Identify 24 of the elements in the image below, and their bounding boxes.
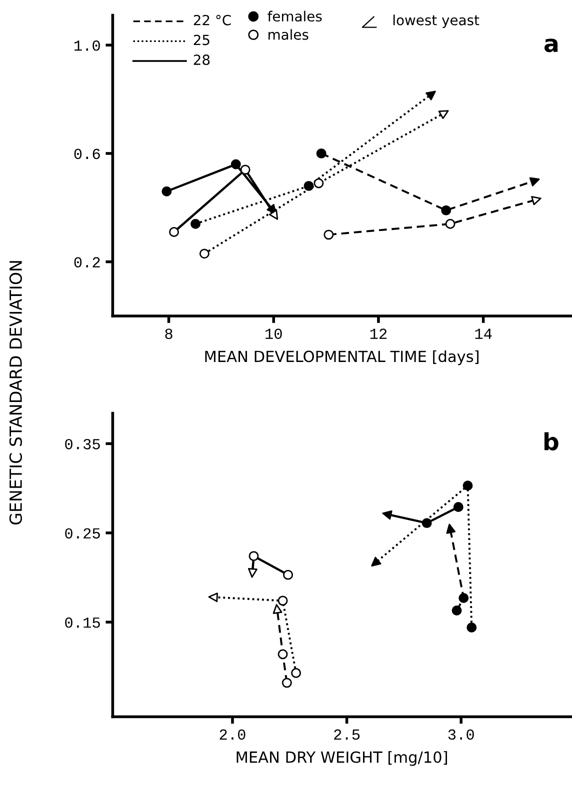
y-tick-label: 0.2 <box>74 257 100 268</box>
y-tick-label: 0.35 <box>65 438 100 450</box>
annotation: 22 °C <box>194 14 231 26</box>
annotation: a <box>544 38 558 52</box>
legend-label: females <box>268 10 322 22</box>
x-tick-label: 2.0 <box>220 729 246 740</box>
x-axis-title: MEAN DEVELOPMENTAL TIME [days] <box>205 350 478 366</box>
x-tick-label: 12 <box>370 328 387 339</box>
annotation: b <box>544 432 558 450</box>
y-tick-label: 1.0 <box>74 40 100 51</box>
y-tick-label: 0.6 <box>74 148 100 160</box>
x-tick-label: 8 <box>165 328 172 339</box>
y-axis-title: GENETIC STANDARD DEVIATION <box>9 261 22 525</box>
y-tick-label: 0.15 <box>65 617 100 628</box>
y-tick-label: 0.25 <box>65 528 100 539</box>
annotation: 28 <box>194 54 210 66</box>
x-axis-title: MEAN DRY WEIGHT [mg/10] <box>236 751 447 766</box>
x-tick-label: 10 <box>266 328 282 339</box>
annotation: lowest yeast <box>393 14 480 28</box>
x-tick-label: 3.0 <box>448 729 474 740</box>
x-tick-label: 2.5 <box>334 729 360 740</box>
annotation: 25 <box>194 34 210 46</box>
legend-label: males <box>268 29 308 40</box>
x-tick-label: 14 <box>475 328 492 339</box>
